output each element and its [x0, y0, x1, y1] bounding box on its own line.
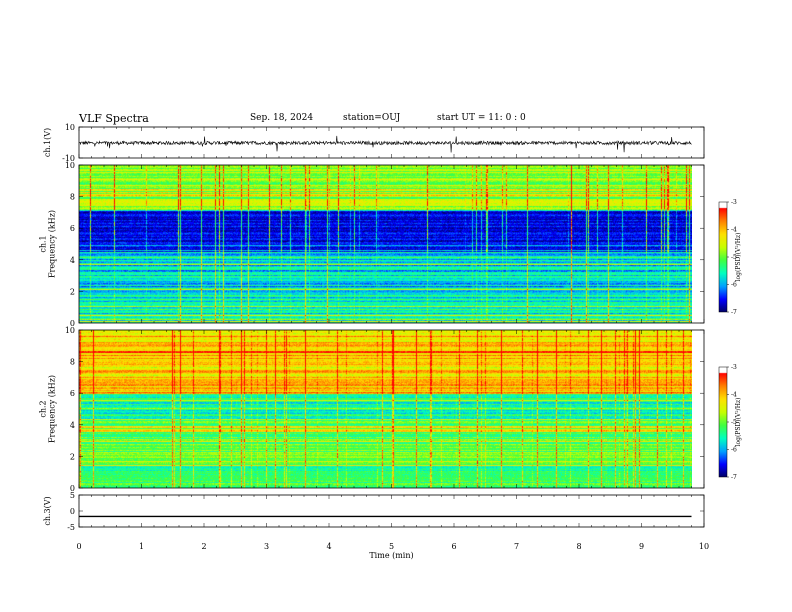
plot-title: VLF Spectra — [79, 112, 149, 125]
panel-2-ytick-label: 2 — [70, 287, 75, 296]
x-tick-label: 1 — [139, 542, 144, 551]
panel-4-ylabel: ch.3(V) — [43, 496, 52, 525]
panel-1-ytick-label: 10 — [65, 123, 75, 132]
colorbar-ch1-label: log(PSD)(V²/Hz) — [735, 233, 742, 282]
x-tick-label: 8 — [576, 542, 581, 551]
panel-3-ytick-label: 6 — [70, 389, 75, 398]
panel-2-ytick-label: 0 — [70, 319, 75, 328]
colorbar-ch1-tick-label: -7 — [731, 309, 737, 316]
colorbar-ch1-tick-label: -5 — [731, 254, 737, 261]
colorbar-ch2-tick-label: -7 — [731, 474, 737, 481]
station-label: station=OUJ — [343, 113, 401, 123]
x-tick-label: 6 — [451, 542, 456, 551]
x-tick-label: 9 — [639, 542, 644, 551]
colorbar-ch2-tick-label: -5 — [731, 419, 737, 426]
colorbar-ch1-tick-label: -3 — [731, 199, 737, 206]
colorbar-ch2 — [719, 367, 727, 477]
panel-2-ylabel: ch.1 — [39, 235, 48, 252]
panel-2-ytick-label: 4 — [70, 256, 75, 265]
panel-2-ytick-label: 6 — [70, 224, 75, 233]
colorbar-ch2-tick-label: -3 — [731, 364, 737, 371]
panel-4-frame — [78, 494, 705, 528]
panel-3-ytick-label: 4 — [70, 421, 75, 430]
x-tick-label: 4 — [326, 542, 331, 551]
spectrogram-ch2-image — [79, 330, 692, 488]
colorbar-ch1-tick-label: -4 — [731, 227, 737, 234]
colorbar-ch2-label: log(PSD)(V²/Hz) — [735, 398, 742, 447]
panel-2-ylabel: Frequency (kHz) — [48, 210, 57, 278]
panel-4-ytick-label: 5 — [70, 491, 75, 500]
panel-4-ytick-label: -5 — [67, 523, 75, 532]
panel-3-ylabel: Frequency (kHz) — [48, 375, 57, 443]
panel-3-ytick-label: 2 — [70, 452, 75, 461]
panel-3-ytick-label: 10 — [65, 326, 75, 335]
colorbar-ch2-tick-label: -6 — [731, 447, 737, 454]
colorbar-ch1-tick-label: -6 — [731, 282, 737, 289]
panel-1-ylabel: ch.1(V) — [43, 128, 52, 157]
x-axis-label: Time (min) — [369, 551, 413, 560]
ch1-waveform-trace — [78, 135, 692, 153]
panel-3-ytick-label: 0 — [70, 484, 75, 493]
x-tick-label: 7 — [514, 542, 519, 551]
x-tick-label: 5 — [389, 542, 394, 551]
panel-2-ytick-label: 8 — [70, 193, 75, 202]
panel-3-ylabel: ch.2 — [39, 400, 48, 417]
date-label: Sep. 18, 2024 — [250, 113, 314, 123]
x-tick-label: 2 — [201, 542, 206, 551]
panel-4-ytick-label: 0 — [70, 507, 75, 516]
colorbar-ch1 — [719, 202, 727, 312]
spectrogram-ch1-image — [79, 165, 692, 323]
x-tick-label: 10 — [699, 542, 709, 551]
x-tick-label: 3 — [264, 542, 269, 551]
x-tick-label: 0 — [76, 542, 81, 551]
panel-1-ytick-label: -10 — [62, 154, 75, 163]
panel-3-ytick-label: 8 — [70, 358, 75, 367]
start-time-label: start UT = 11: 0 : 0 — [437, 113, 526, 123]
panel-2-ytick-label: 10 — [65, 161, 75, 170]
colorbar-ch2-tick-label: -4 — [731, 392, 737, 399]
